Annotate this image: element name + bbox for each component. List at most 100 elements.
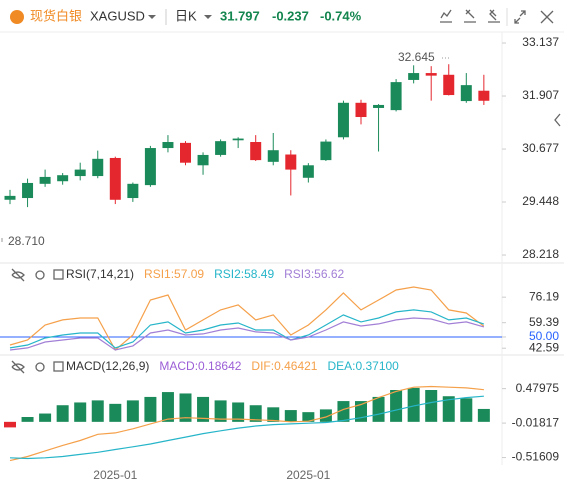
change-percent: -0.74% (320, 8, 362, 23)
candle-body (408, 73, 420, 80)
candle-body (478, 90, 490, 101)
panel-title: MACD(12,26,9) (66, 359, 149, 373)
macd-bar (477, 408, 490, 422)
x-tick-label: 2025-01 (286, 468, 330, 482)
candle-body (92, 158, 104, 177)
candle-body (355, 102, 367, 118)
legend-entry: RSI3:56.62 (284, 267, 344, 281)
rsi-line (9, 317, 485, 351)
hide-icon[interactable] (11, 360, 25, 374)
clear-icon[interactable] (488, 9, 500, 23)
y-tick-label: 50.00 (529, 329, 559, 343)
macd-bar (337, 401, 350, 422)
macd-bar (442, 396, 455, 422)
dropdown-arrow[interactable] (204, 15, 212, 19)
macd-bar (56, 405, 69, 422)
settings-icon[interactable] (35, 270, 45, 280)
candle-body (22, 182, 34, 199)
macd-bar (267, 407, 280, 422)
x-tick-label: 2025-01 (93, 468, 137, 482)
macd-bar (4, 421, 16, 428)
macd-bar (249, 405, 262, 422)
macd-bar (302, 412, 315, 422)
y-tick-label: 0.47975 (516, 381, 560, 395)
y-tick-label: 42.59 (529, 340, 559, 354)
symbol[interactable]: XAGUSD (90, 8, 145, 23)
macd-bar (460, 398, 473, 422)
indicator-icon[interactable] (464, 9, 476, 23)
candle-body (74, 169, 86, 177)
y-tick-label: 76.19 (529, 289, 559, 303)
macd-bar (425, 390, 438, 422)
candle-body (215, 141, 227, 155)
toolbar (440, 8, 554, 26)
macd-bar (74, 402, 87, 422)
y-tick-label: 28.218 (522, 247, 559, 261)
y-tick-label: 33.137 (522, 35, 559, 49)
candle-body (285, 154, 297, 170)
candle-body (267, 150, 279, 162)
candle-body (443, 74, 455, 96)
macd-bar (39, 413, 52, 422)
macd-bar (109, 403, 122, 422)
candle-body (390, 82, 402, 111)
macd-bar (161, 392, 174, 422)
macd-bar (144, 396, 157, 422)
candle-body (197, 154, 209, 166)
dropdown-arrow[interactable] (148, 15, 156, 19)
candle-body (162, 142, 174, 149)
period[interactable]: 日K (175, 8, 197, 23)
y-tick-label: -0.51609 (512, 450, 560, 464)
legend-entry: RSI1:57.09 (144, 267, 204, 281)
annotation: 32.645 (398, 50, 435, 64)
macd-bar (21, 417, 34, 422)
y-tick-label: 30.677 (522, 141, 559, 155)
panel-title: RSI(7,14,21) (66, 267, 134, 281)
macd-bar (319, 409, 332, 422)
candle-body (39, 176, 51, 184)
rsi-line (9, 309, 485, 349)
macd-bar (407, 387, 420, 422)
candle-body (320, 141, 332, 161)
fullscreen-icon[interactable] (514, 10, 526, 24)
candle-body (127, 183, 139, 199)
draw-tool-icon[interactable] (440, 9, 452, 23)
rsi-line (9, 286, 485, 351)
candle-body (460, 85, 472, 102)
candle-body (250, 142, 262, 161)
legend-entry: RSI2:58.49 (214, 267, 274, 281)
y-tick-label: 59.39 (529, 315, 559, 329)
candle-body (425, 73, 437, 76)
macd-bar (179, 393, 192, 422)
macd-bar (372, 396, 385, 422)
legend-entry: DIF:0.46421 (251, 359, 317, 373)
candle-body (109, 157, 121, 200)
candle-body (302, 165, 314, 178)
hide-icon[interactable] (11, 268, 25, 282)
candle-body (232, 138, 244, 141)
close-icon[interactable] (540, 10, 554, 24)
legend-entry: MACD:0.18642 (159, 359, 241, 373)
macd-bar (91, 400, 104, 422)
candle-body (144, 148, 156, 186)
symbol-name: 现货白银 (30, 8, 82, 23)
candle-body (57, 175, 69, 182)
y-tick-label: 31.907 (522, 88, 559, 102)
checkbox-icon[interactable] (53, 269, 64, 280)
macd-bar (232, 402, 245, 422)
candle-body (180, 142, 191, 163)
macd-line (9, 385, 484, 462)
candle-body (4, 195, 16, 200)
change: -0.237 (272, 8, 309, 23)
macd-bar (126, 400, 139, 422)
settings-icon[interactable] (35, 362, 45, 372)
price: 31.797 (220, 8, 260, 23)
macd-bar (214, 400, 227, 422)
macd-bar (197, 396, 210, 422)
checkbox-icon[interactable] (53, 361, 64, 372)
candle-body (373, 104, 385, 108)
expand-arrow[interactable] (554, 113, 561, 127)
annotation: 28.710 (8, 234, 45, 248)
symbol-icon (10, 10, 24, 24)
